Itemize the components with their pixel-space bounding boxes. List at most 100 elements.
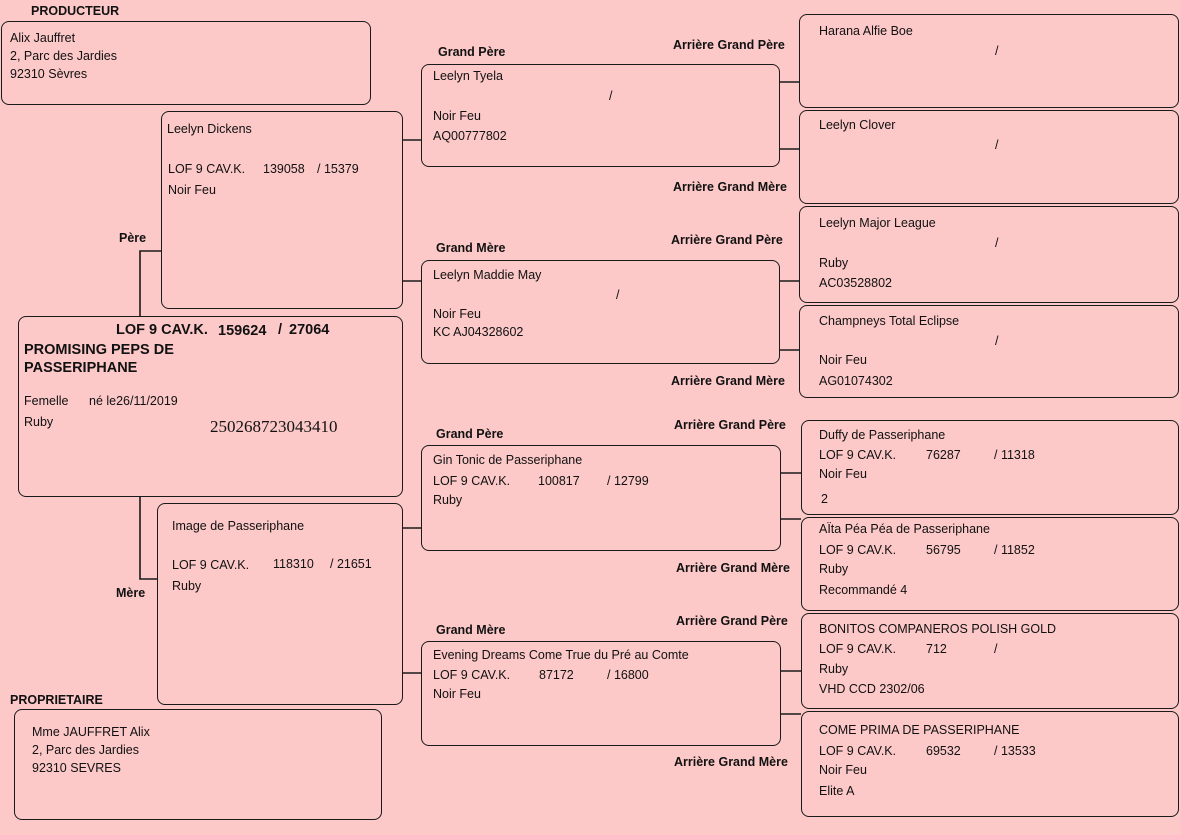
gp2-label: Grand Père	[436, 427, 504, 441]
father-box: Leelyn Dickens LOF 9 CAV.K. 139058 / 153…	[161, 111, 403, 309]
ggp2-name: Leelyn Major League	[819, 216, 936, 230]
gm1-color: Noir Feu	[433, 307, 481, 321]
ggp3-color: Noir Feu	[819, 353, 867, 367]
gm1-slash: /	[616, 288, 620, 302]
ggp3-label: Arrière Grand Mère	[671, 374, 785, 388]
ggp4-number2: / 11318	[994, 448, 1035, 462]
producer-address: 2, Parc des Jardies	[10, 49, 117, 63]
ggp5-label: Arrière Grand Mère	[676, 561, 790, 575]
ggp0-name: Harana Alfie Boe	[819, 24, 913, 38]
ggp2-label: Arrière Grand Père	[671, 233, 783, 247]
father-number2: / 15379	[317, 162, 359, 176]
gp2-registry: LOF 9 CAV.K.	[433, 474, 511, 488]
ggp6-number2: /	[994, 642, 998, 656]
ggp7-color: Noir Feu	[819, 763, 867, 777]
ggp4-name: Duffy de Passeriphane	[819, 428, 946, 442]
ggp2-slash: /	[995, 236, 999, 250]
ggp4-box: Duffy de Passeriphane LOF 9 CAV.K. 76287…	[801, 420, 1179, 515]
mother-name: Image de Passeriphane	[172, 519, 305, 533]
father-name: Leelyn Dickens	[167, 122, 252, 136]
mother-number: 118310	[273, 557, 314, 571]
ggp4-extra: 2	[821, 492, 828, 506]
ggp6-number: 712	[926, 642, 947, 656]
ggp2-box: Leelyn Major League / Ruby AC03528802	[799, 206, 1179, 303]
gm2-number2: / 16800	[607, 668, 649, 682]
mother-label: Mère	[116, 586, 146, 600]
ggp4-number: 76287	[926, 448, 961, 462]
producer-city: 92310 Sèvres	[10, 67, 88, 81]
gm1-box: Leelyn Maddie May / Noir Feu KC AJ043286…	[421, 260, 780, 364]
ggp7-name: COME PRIMA DE PASSERIPHANE	[819, 723, 1020, 737]
ggp4-color: Noir Feu	[819, 467, 867, 481]
ggp6-label: Arrière Grand Père	[676, 614, 788, 628]
owner-box: Mme JAUFFRET Alix 2, Parc des Jardies 92…	[14, 709, 382, 820]
father-label: Père	[119, 231, 147, 245]
gp1-label: Grand Père	[438, 45, 506, 59]
ggp1-box: Leelyn Clover /	[799, 110, 1179, 204]
mother-color: Ruby	[172, 579, 202, 593]
ggp0-box: Harana Alfie Boe /	[799, 14, 1179, 108]
ggp7-number: 69532	[926, 744, 961, 758]
gm2-box: Evening Dreams Come True du Pré au Comte…	[421, 641, 781, 746]
subject-sex: Femelle	[24, 394, 69, 408]
ggp5-box: AÏta Péa Péa de Passeriphane LOF 9 CAV.K…	[801, 517, 1179, 611]
subject-number2: 27064	[289, 322, 330, 338]
ggp6-extra: VHD CCD 2302/06	[819, 682, 925, 696]
ggp7-label: Arrière Grand Mère	[674, 755, 788, 769]
gp1-name: Leelyn Tyela	[433, 69, 503, 83]
subject-box: LOF 9 CAV.K. 159624 / 27064 PROMISING PE…	[18, 316, 403, 497]
mother-registry: LOF 9 CAV.K.	[172, 558, 250, 572]
ggp1-name: Leelyn Clover	[819, 118, 896, 132]
ggp6-registry: LOF 9 CAV.K.	[819, 642, 897, 656]
subject-color: Ruby	[24, 415, 54, 429]
subject-born: né le26/11/2019	[89, 394, 178, 408]
owner-heading: PROPRIETAIRE	[10, 693, 103, 707]
gm1-name: Leelyn Maddie May	[433, 268, 542, 282]
ggp0-slash: /	[995, 44, 999, 58]
subject-chip: 250268723043410	[210, 417, 338, 436]
mother-number2: / 21651	[330, 557, 372, 571]
subject-name-line1: PROMISING PEPS DE	[24, 342, 174, 358]
gm2-registry: LOF 9 CAV.K.	[433, 668, 511, 682]
gp1-color: Noir Feu	[433, 109, 481, 123]
ggp5-number2: / 11852	[994, 543, 1035, 557]
subject-name-line2: PASSERIPHANE	[24, 360, 138, 376]
gm1-code: KC AJ04328602	[433, 325, 524, 339]
gp2-number: 100817	[538, 474, 580, 488]
father-number: 139058	[263, 162, 305, 176]
owner-address: 2, Parc des Jardies	[32, 743, 139, 757]
ggp7-box: COME PRIMA DE PASSERIPHANE LOF 9 CAV.K. …	[801, 711, 1179, 817]
ggp7-registry: LOF 9 CAV.K.	[819, 744, 897, 758]
ggp5-number: 56795	[926, 543, 961, 557]
subject-sep: /	[278, 322, 283, 338]
gm2-name: Evening Dreams Come True du Pré au Comte	[433, 648, 689, 662]
ggp3-slash: /	[995, 334, 999, 348]
ggp6-color: Ruby	[819, 662, 849, 676]
owner-city: 92310 SEVRES	[32, 761, 121, 775]
gp1-box: Leelyn Tyela / Noir Feu AQ00777802	[421, 64, 780, 167]
producer-name: Alix Jauffret	[10, 31, 76, 45]
gp2-box: Gin Tonic de Passeriphane LOF 9 CAV.K. 1…	[421, 445, 781, 551]
mother-box: Image de Passeriphane LOF 9 CAV.K. 11831…	[157, 503, 403, 705]
ggp3-box: Champneys Total Eclipse / Noir Feu AG010…	[799, 305, 1179, 398]
ggp5-color: Ruby	[819, 562, 849, 576]
gp2-name: Gin Tonic de Passeriphane	[433, 453, 583, 467]
ggp1-label: Arrière Grand Mère	[673, 180, 787, 194]
ggp5-registry: LOF 9 CAV.K.	[819, 543, 897, 557]
ggp4-registry: LOF 9 CAV.K.	[819, 448, 897, 462]
gp2-number2: / 12799	[607, 474, 649, 488]
ggp2-color: Ruby	[819, 256, 849, 270]
ggp5-name: AÏta Péa Péa de Passeriphane	[819, 522, 990, 536]
gm2-number: 87172	[539, 668, 574, 682]
subject-number: 159624	[218, 323, 267, 339]
producer-heading: PRODUCTEUR	[31, 4, 120, 18]
ggp5-extra: Recommandé 4	[819, 583, 908, 597]
ggp6-box: BONITOS COMPANEROS POLISH GOLD LOF 9 CAV…	[801, 613, 1179, 709]
ggp3-code: AG01074302	[819, 374, 893, 388]
father-registry: LOF 9 CAV.K.	[168, 162, 246, 176]
ggp7-extra: Elite A	[819, 784, 855, 798]
ggp0-label: Arrière Grand Père	[673, 38, 785, 52]
gm2-label: Grand Mère	[436, 623, 506, 637]
ggp6-name: BONITOS COMPANEROS POLISH GOLD	[819, 622, 1057, 636]
